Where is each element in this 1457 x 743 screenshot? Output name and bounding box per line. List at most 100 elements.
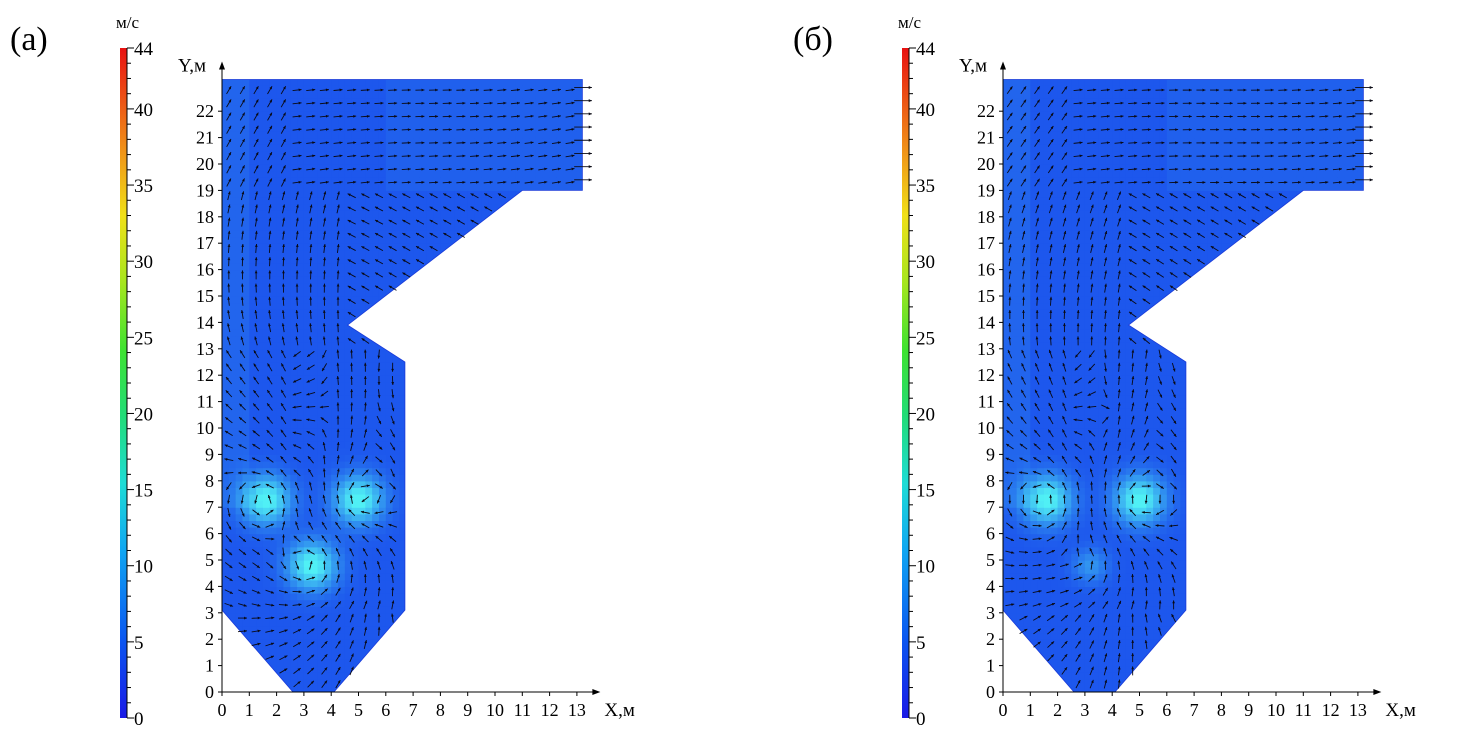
y-tick-label: 0 — [205, 682, 214, 702]
y-tick-label: 12 — [196, 365, 214, 385]
y-tick-label: 9 — [986, 444, 995, 464]
colorbar-label: 5 — [134, 633, 144, 654]
x-tick-label: 12 — [1322, 700, 1340, 720]
y-tick-label: 1 — [986, 656, 995, 676]
axes: 0 1 2 3 4 5 6 7 8 9 10 11 12 130123456789101112131415… — [959, 56, 1416, 721]
y-tick-label: 2 — [986, 629, 995, 649]
x-tick-label: 7 — [409, 700, 418, 720]
panel-label-a: (а) — [10, 21, 48, 58]
velocity-shading — [222, 79, 583, 692]
y-tick-label: 5 — [986, 550, 995, 570]
x-axis-title: X,м — [604, 700, 635, 721]
colorbar-label: 30 — [134, 252, 153, 273]
y-tick-label: 18 — [977, 207, 995, 227]
y-tick-label: 11 — [197, 392, 214, 412]
y-tick-label: 7 — [205, 497, 214, 517]
colorbar-label: 30 — [916, 252, 935, 273]
colorbar-label: 25 — [916, 328, 935, 349]
y-tick-label: 19 — [196, 180, 214, 200]
y-tick-label: 7 — [986, 497, 995, 517]
y-tick-label: 11 — [978, 392, 995, 412]
x-tick-label: 1 — [245, 700, 254, 720]
y-tick-label: 2 — [205, 629, 214, 649]
x-tick-label: 4 — [1108, 700, 1117, 720]
velocity-vectors — [224, 85, 592, 689]
x-tick-label: 11 — [1295, 700, 1312, 720]
x-tick-label: 5 — [1135, 700, 1144, 720]
y-tick-label: 18 — [196, 207, 214, 227]
colorbar-label: 40 — [134, 100, 153, 121]
y-tick-label: 12 — [977, 365, 995, 385]
x-tick-label: 5 — [354, 700, 363, 720]
velocity-shading — [1003, 79, 1364, 692]
x-tick-label: 1 — [1026, 700, 1035, 720]
y-tick-label: 10 — [977, 418, 995, 438]
y-tick-label: 20 — [196, 154, 214, 174]
y-tick-label: 14 — [196, 312, 214, 332]
x-tick-label: 10 — [1267, 700, 1285, 720]
y-tick-label: 4 — [205, 576, 214, 596]
y-tick-label: 22 — [977, 101, 995, 121]
y-tick-label: 3 — [205, 603, 214, 623]
colorbar-label: 44 — [916, 39, 936, 60]
colorbar-gradient-a — [120, 48, 127, 718]
colorbar-label: 20 — [916, 404, 935, 425]
colorbar-label: 0 — [134, 709, 144, 730]
colorbar-label: 35 — [134, 176, 153, 197]
x-tick-label: 3 — [1080, 700, 1089, 720]
velocity-vectors — [1005, 85, 1373, 689]
x-tick-label: 13 — [568, 700, 586, 720]
y-tick-label: 0 — [986, 682, 995, 702]
colorbar-label: 44 — [134, 39, 154, 60]
y-tick-label: 9 — [205, 444, 214, 464]
x-tick-label: 7 — [1190, 700, 1199, 720]
x-tick-label: 11 — [514, 700, 531, 720]
y-tick-label: 10 — [196, 418, 214, 438]
y-tick-label: 17 — [977, 233, 995, 253]
y-tick-label: 17 — [196, 233, 214, 253]
y-tick-label: 13 — [977, 339, 995, 359]
colorbar-label: 0 — [916, 709, 926, 730]
y-tick-label: 19 — [977, 180, 995, 200]
x-tick-label: 8 — [1217, 700, 1226, 720]
panel-label-b: (б) — [793, 21, 833, 58]
y-tick-label: 22 — [196, 101, 214, 121]
y-tick-label: 15 — [196, 286, 214, 306]
y-tick-label: 21 — [977, 128, 995, 148]
colorbar-label: 10 — [134, 557, 153, 578]
x-tick-label: 10 — [486, 700, 504, 720]
y-tick-label: 3 — [986, 603, 995, 623]
colorbar-unit-a: м/с — [116, 13, 139, 32]
y-tick-label: 6 — [986, 524, 995, 544]
x-tick-label: 2 — [1053, 700, 1062, 720]
colorbar-gradient-b — [902, 48, 909, 718]
axes: 0 1 2 3 4 5 6 7 8 9 10 11 12 130123456789101112131415… — [178, 56, 635, 721]
colorbar-label: 15 — [916, 481, 935, 502]
colorbar-label: 40 — [916, 100, 935, 121]
colorbar-label: 5 — [916, 633, 926, 654]
y-axis-title: Y,м — [178, 56, 206, 77]
y-tick-label: 8 — [986, 471, 995, 491]
x-tick-label: 6 — [381, 700, 390, 720]
colorbar-label: 10 — [916, 557, 935, 578]
y-tick-label: 6 — [205, 524, 214, 544]
colorbar-label: 20 — [134, 404, 153, 425]
y-tick-label: 20 — [977, 154, 995, 174]
y-tick-label: 4 — [986, 576, 995, 596]
x-tick-label: 6 — [1162, 700, 1171, 720]
colorbar-label: 35 — [916, 176, 935, 197]
x-tick-label: 0 — [218, 700, 227, 720]
x-tick-label: 9 — [1244, 700, 1253, 720]
colorbar-label: 15 — [134, 481, 153, 502]
y-tick-label: 13 — [196, 339, 214, 359]
y-axis-title: Y,м — [959, 56, 987, 77]
x-tick-label: 9 — [463, 700, 472, 720]
flow-plot-a: 0 1 2 3 4 5 6 7 8 9 10 11 12 130123456789101112131415… — [178, 56, 635, 721]
y-tick-label: 14 — [977, 312, 995, 332]
x-axis-title: X,м — [1385, 700, 1416, 721]
colorbar-a: м/с 44 40 35 30 25 20 15 10 5 0 — [116, 13, 154, 730]
y-tick-label: 16 — [977, 260, 995, 280]
